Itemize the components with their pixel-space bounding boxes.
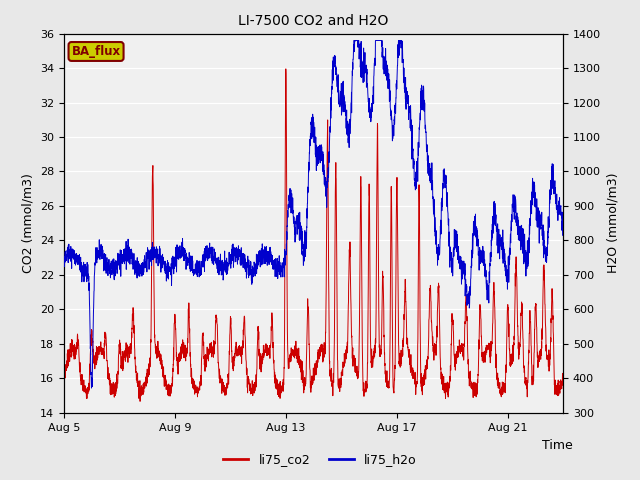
- Title: LI-7500 CO2 and H2O: LI-7500 CO2 and H2O: [239, 14, 388, 28]
- Y-axis label: H2O (mmol/m3): H2O (mmol/m3): [607, 173, 620, 274]
- Legend: li75_co2, li75_h2o: li75_co2, li75_h2o: [218, 448, 422, 471]
- Y-axis label: CO2 (mmol/m3): CO2 (mmol/m3): [22, 173, 35, 273]
- Text: BA_flux: BA_flux: [72, 45, 120, 58]
- X-axis label: Time: Time: [543, 439, 573, 452]
